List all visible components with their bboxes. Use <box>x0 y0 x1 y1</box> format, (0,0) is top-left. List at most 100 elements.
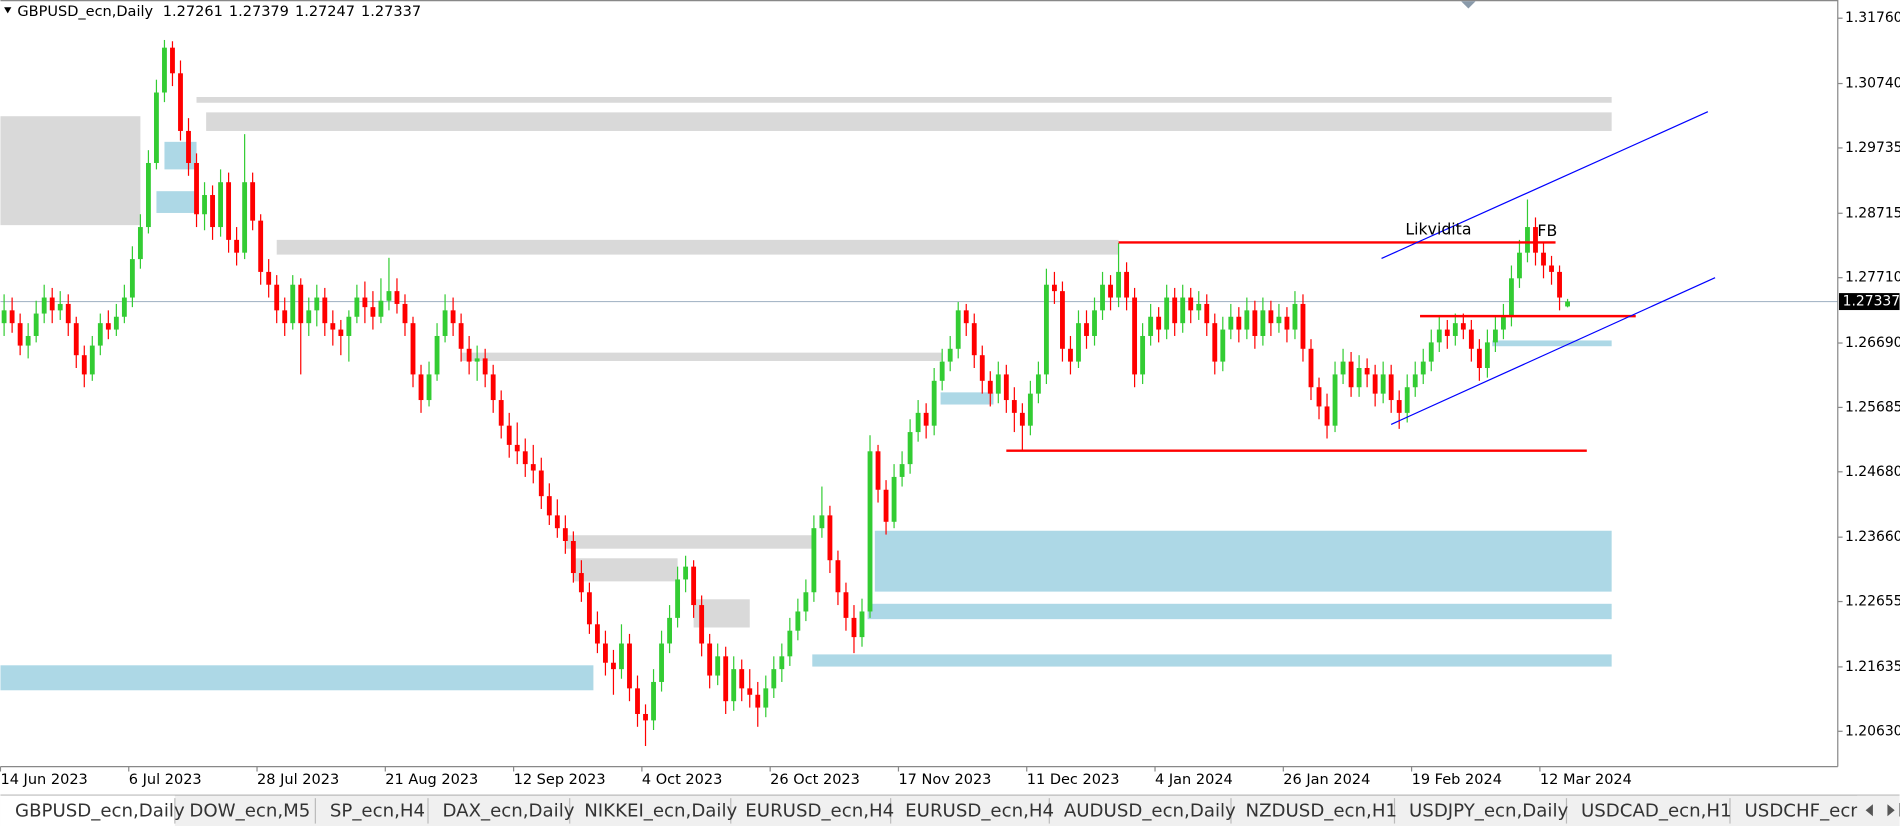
zone <box>573 558 678 582</box>
candle-body <box>1076 323 1081 362</box>
zone <box>812 654 1612 667</box>
candle-body <box>1517 252 1522 279</box>
candle-body <box>274 284 280 311</box>
candle-body <box>899 464 905 477</box>
candle-body <box>594 624 600 644</box>
candle-body <box>378 300 384 317</box>
candle-body <box>1084 323 1089 336</box>
candle-body <box>723 656 729 702</box>
candle-body <box>1492 329 1498 343</box>
candle-body <box>154 92 159 163</box>
candle-body <box>322 297 328 324</box>
candle-body <box>819 515 825 529</box>
x-tick-label: 6 Jul 2023 <box>129 772 202 788</box>
candle-body <box>891 476 897 522</box>
candle-body <box>306 310 312 324</box>
candle-body <box>1436 329 1442 343</box>
candle-body <box>1188 297 1194 311</box>
candle-body <box>1324 406 1330 426</box>
x-tick-label: 4 Oct 2023 <box>642 772 723 788</box>
candle-body <box>202 195 207 215</box>
candle-body <box>282 310 288 324</box>
candle-body <box>1060 291 1065 349</box>
candle-body <box>731 669 737 702</box>
tab[interactable]: USDCAD_ecn,H1 <box>1581 800 1732 821</box>
candle-body <box>17 323 23 346</box>
candle-body <box>186 130 191 163</box>
candle-body <box>538 470 544 497</box>
candle-body <box>1509 278 1514 317</box>
candle-body <box>498 400 504 426</box>
candle-body <box>763 688 769 708</box>
candle-body <box>1140 335 1146 375</box>
candle-body <box>1003 374 1009 401</box>
candle-body <box>410 323 416 375</box>
candle-body <box>194 162 199 215</box>
tab-bar <box>0 794 1900 826</box>
x-tick-label: 28 Jul 2023 <box>257 772 339 788</box>
price-label-box <box>1838 293 1900 311</box>
tab[interactable]: NIKKEI_ecn,Daily <box>584 800 737 821</box>
candle-body <box>1308 348 1314 388</box>
candle-body <box>859 611 865 638</box>
candle-body <box>1132 297 1138 375</box>
tab-scroll-right[interactable] <box>1887 804 1895 817</box>
candle-body <box>1565 301 1570 307</box>
ohlc-value: 1.27261 <box>163 4 223 20</box>
zone <box>940 392 994 405</box>
candle-body <box>1533 227 1538 253</box>
candle-body <box>603 643 608 663</box>
candle-body <box>370 307 376 317</box>
candle-body <box>386 291 392 301</box>
candle-body <box>851 617 857 638</box>
tab[interactable]: DAX_ecn,Daily <box>443 800 575 821</box>
candle-body <box>1019 412 1025 426</box>
candle-body <box>827 515 833 561</box>
tab[interactable]: EURUSD_ecn,H4 <box>745 800 894 821</box>
candle-body <box>755 694 761 708</box>
candle-body <box>506 425 512 445</box>
tab[interactable]: AUDUSD_ecn,Daily <box>1064 800 1236 821</box>
y-tick-label: 1.23660 <box>1845 529 1900 545</box>
tab[interactable]: USDJPY_ecn,Daily <box>1409 800 1568 821</box>
candle-body <box>314 297 320 311</box>
candle-body <box>426 374 432 401</box>
symbol-title: GBPUSD_ecn,Daily <box>17 4 153 20</box>
candle-body <box>210 195 215 228</box>
candle-body <box>570 540 576 574</box>
candle-body <box>1116 271 1121 298</box>
candle-body <box>170 47 175 74</box>
candle-body <box>178 73 183 131</box>
candle-body <box>1164 297 1170 330</box>
tab[interactable]: NZDUSD_ecn,H1 <box>1246 800 1398 821</box>
candle-body <box>418 374 424 401</box>
candle-body <box>715 656 721 676</box>
candle-body <box>739 669 745 689</box>
tab[interactable]: SP_ecn,H4 <box>330 800 425 821</box>
tab[interactable]: EURUSD_ecn,H4 <box>905 800 1054 821</box>
candle-body <box>266 271 272 285</box>
candle-body <box>129 259 135 298</box>
candle-body <box>1180 297 1186 324</box>
trend-line <box>1390 277 1716 425</box>
candle-body <box>362 297 368 308</box>
candle-body <box>931 380 937 426</box>
candle-body <box>41 297 47 314</box>
candle-body <box>939 361 945 381</box>
zone <box>874 530 1612 592</box>
x-tick-label: 21 Aug 2023 <box>385 772 478 788</box>
candle-body <box>803 592 809 612</box>
y-tick-label: 1.31760 <box>1845 10 1900 26</box>
tab[interactable]: DOW_ecn,M5 <box>189 800 310 821</box>
y-tick-label: 1.21635 <box>1845 659 1900 675</box>
candle-body <box>1220 329 1226 362</box>
tab[interactable]: GBPUSD_ecn,Daily <box>15 800 185 821</box>
plot-area: Likvidita FB <box>0 39 1838 747</box>
x-tick-label: 17 Nov 2023 <box>898 772 991 788</box>
candle-body <box>9 310 15 324</box>
candle-body <box>1 310 7 324</box>
candle-body <box>1108 284 1113 298</box>
tab-scroll-left[interactable] <box>1865 804 1873 817</box>
candle-body <box>915 412 921 433</box>
